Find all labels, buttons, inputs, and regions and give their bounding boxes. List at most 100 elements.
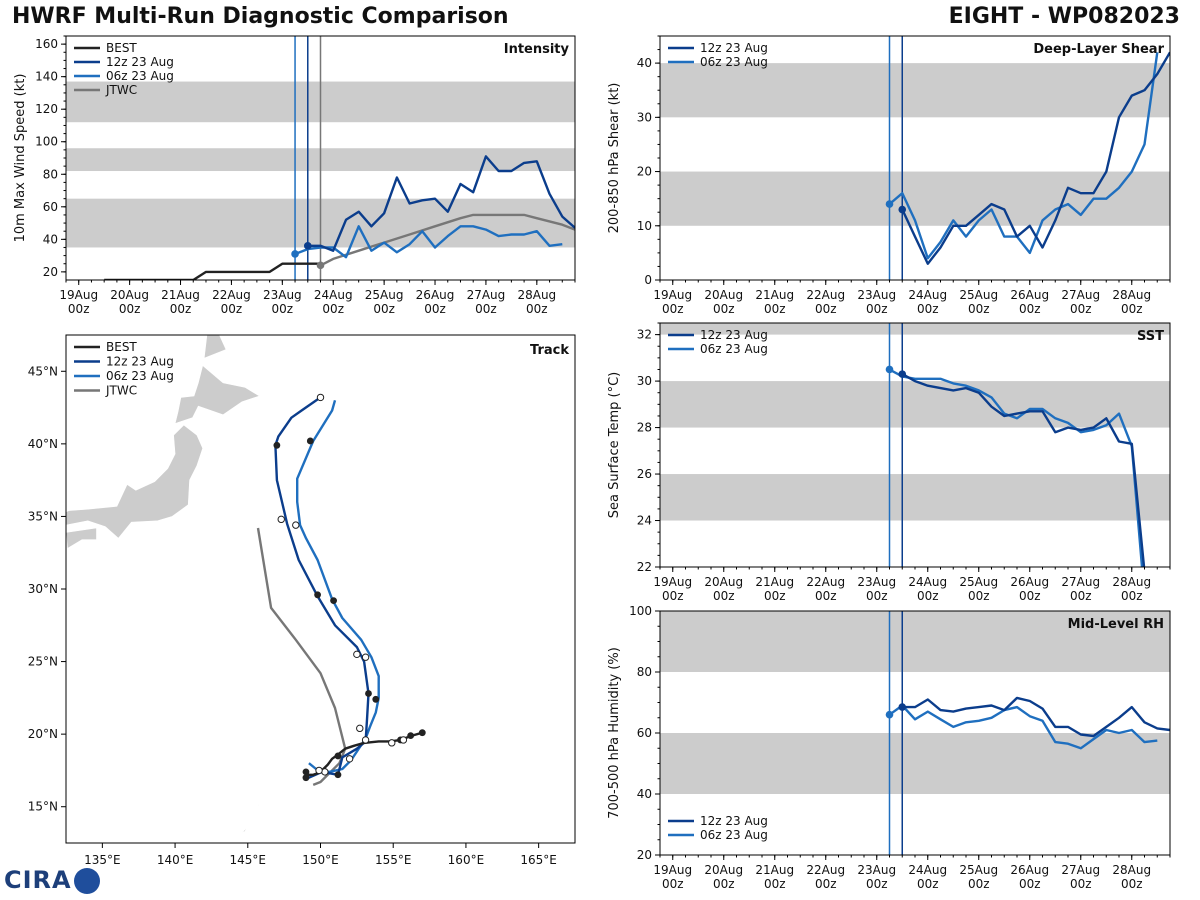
intensity-xtick-day: 25Aug bbox=[365, 288, 404, 302]
shear-ytick-label: 20 bbox=[637, 165, 652, 179]
intensity-xtick-day: 26Aug bbox=[416, 288, 455, 302]
panel-shear: 01020304019Aug00z20Aug00z21Aug00z22Aug00… bbox=[607, 35, 1171, 316]
rh-xtick-hour: 00z bbox=[764, 877, 786, 891]
intensity-init-marker bbox=[316, 261, 325, 270]
intensity-xtick-hour: 00z bbox=[322, 302, 344, 316]
intensity-xtick-day: 24Aug bbox=[314, 288, 353, 302]
rh-xtick-hour: 00z bbox=[866, 877, 888, 891]
rh-init-marker bbox=[885, 710, 894, 719]
intensity-ytick-label: 20 bbox=[43, 265, 58, 279]
rh-xtick-day: 27Aug bbox=[1061, 863, 1100, 877]
sst-legend-label: 06z 23 Aug bbox=[700, 342, 768, 356]
track-legend-label: JTWC bbox=[105, 384, 137, 398]
rh-legend-label: 06z 23 Aug bbox=[700, 828, 768, 842]
intensity-ytick-label: 140 bbox=[35, 70, 58, 84]
track-point-filled bbox=[330, 597, 337, 605]
rh-band bbox=[660, 611, 1170, 672]
shear-title: Deep-Layer Shear bbox=[1033, 42, 1164, 57]
logo-text: CIRA bbox=[4, 866, 72, 894]
sst-xtick-day: 19Aug bbox=[653, 575, 692, 589]
shear-series-run06 bbox=[888, 52, 1159, 260]
track-point-open bbox=[316, 393, 325, 402]
intensity-legend-label: 06z 23 Aug bbox=[106, 69, 174, 83]
track-title: Track bbox=[530, 343, 569, 358]
shear-xtick-hour: 00z bbox=[917, 302, 939, 316]
intensity-legend-label: JTWC bbox=[105, 83, 137, 97]
cira-logo: CIRA bbox=[4, 866, 100, 894]
rh-xtick-day: 25Aug bbox=[959, 863, 998, 877]
sst-init-marker bbox=[885, 365, 894, 374]
shear-xtick-day: 26Aug bbox=[1010, 288, 1049, 302]
intensity-ytick-label: 100 bbox=[35, 135, 58, 149]
sst-series-run12 bbox=[901, 373, 1146, 567]
intensity-xtick-hour: 00z bbox=[170, 302, 192, 316]
rh-ytick-label: 40 bbox=[637, 787, 652, 801]
track-legend-label: 12z 23 Aug bbox=[106, 355, 174, 369]
track-point-filled bbox=[418, 729, 426, 737]
sst-xtick-hour: 00z bbox=[815, 589, 837, 603]
rh-xtick-hour: 00z bbox=[713, 877, 735, 891]
shear-legend-label: 06z 23 Aug bbox=[700, 55, 768, 69]
sakhalin-kuril-land bbox=[203, 335, 227, 359]
track-run06 bbox=[296, 399, 380, 774]
shear-xtick-hour: 00z bbox=[662, 302, 684, 316]
shear-xtick-hour: 00z bbox=[764, 302, 786, 316]
intensity-xtick-day: 19Aug bbox=[59, 288, 98, 302]
sst-xtick-day: 23Aug bbox=[857, 575, 896, 589]
rh-ytick-label: 60 bbox=[637, 726, 652, 740]
track-point-filled bbox=[334, 771, 342, 779]
sst-xtick-day: 27Aug bbox=[1061, 575, 1100, 589]
rh-init-marker bbox=[898, 703, 907, 711]
track-point-open bbox=[353, 650, 361, 659]
track-point-filled bbox=[302, 768, 310, 776]
shear-xtick-day: 20Aug bbox=[704, 288, 743, 302]
track-ytick-label: 20°N bbox=[28, 727, 58, 741]
rh-xtick-day: 28Aug bbox=[1112, 863, 1151, 877]
intensity-legend-label: 12z 23 Aug bbox=[106, 55, 174, 69]
intensity-xtick-hour: 00z bbox=[526, 302, 548, 316]
sst-ytick-label: 22 bbox=[637, 560, 652, 574]
land-group bbox=[66, 335, 261, 834]
intensity-xtick-hour: 00z bbox=[68, 302, 90, 316]
shear-xtick-day: 21Aug bbox=[755, 288, 794, 302]
shear-ylabel: 200-850 hPa Shear (kt) bbox=[607, 83, 622, 234]
hokkaido-land bbox=[174, 364, 261, 424]
shear-ytick-label: 10 bbox=[637, 219, 652, 233]
rh-xtick-day: 21Aug bbox=[755, 863, 794, 877]
track-point-open bbox=[277, 515, 285, 524]
rh-xtick-day: 26Aug bbox=[1010, 863, 1049, 877]
intensity-series-jtwc bbox=[319, 213, 575, 267]
track-ytick-label: 40°N bbox=[28, 437, 58, 451]
shear-ytick-label: 30 bbox=[637, 110, 652, 124]
intensity-xtick-day: 22Aug bbox=[212, 288, 251, 302]
rh-xtick-day: 20Aug bbox=[704, 863, 743, 877]
rh-title: Mid-Level RH bbox=[1068, 617, 1164, 632]
intensity-ylabel: 10m Max Wind Speed (kt) bbox=[13, 74, 28, 243]
track-ytick-label: 15°N bbox=[28, 800, 58, 814]
panel-track: 135°E 140°E 145°E 150°E 155°E 160°E 165°E 15°N 2… bbox=[28, 334, 576, 867]
japan-honshu-land bbox=[66, 424, 204, 539]
panel-sst: 22242628303219Aug00z20Aug00z21Aug00z22Au… bbox=[607, 322, 1171, 603]
track-point-open bbox=[315, 766, 323, 775]
intensity-series-run06 bbox=[294, 225, 563, 259]
storm-id-title: EIGHT - WP082023 bbox=[948, 4, 1180, 29]
track-xtick-label: 150°E bbox=[302, 853, 339, 867]
track-xtick-label: 160°E bbox=[448, 853, 485, 867]
intensity-xtick-hour: 00z bbox=[221, 302, 243, 316]
track-jtwc bbox=[256, 527, 347, 787]
panel-rh: 2040608010019Aug00z20Aug00z21Aug00z22Aug… bbox=[607, 604, 1171, 891]
sst-title: SST bbox=[1137, 329, 1164, 344]
rh-xtick-hour: 00z bbox=[1121, 877, 1143, 891]
rh-xtick-hour: 00z bbox=[968, 877, 990, 891]
track-point-filled bbox=[365, 690, 372, 697]
sst-band bbox=[660, 474, 1170, 521]
sst-band bbox=[660, 323, 1170, 335]
rh-xtick-hour: 00z bbox=[662, 877, 684, 891]
sst-xtick-hour: 00z bbox=[968, 589, 990, 603]
track-xtick-label: 135°E bbox=[84, 853, 121, 867]
sst-xtick-hour: 00z bbox=[866, 589, 888, 603]
sst-ytick-label: 26 bbox=[637, 467, 652, 481]
intensity-xtick-hour: 00z bbox=[373, 302, 395, 316]
intensity-xtick-day: 28Aug bbox=[517, 288, 556, 302]
intensity-ytick-label: 120 bbox=[35, 102, 58, 116]
